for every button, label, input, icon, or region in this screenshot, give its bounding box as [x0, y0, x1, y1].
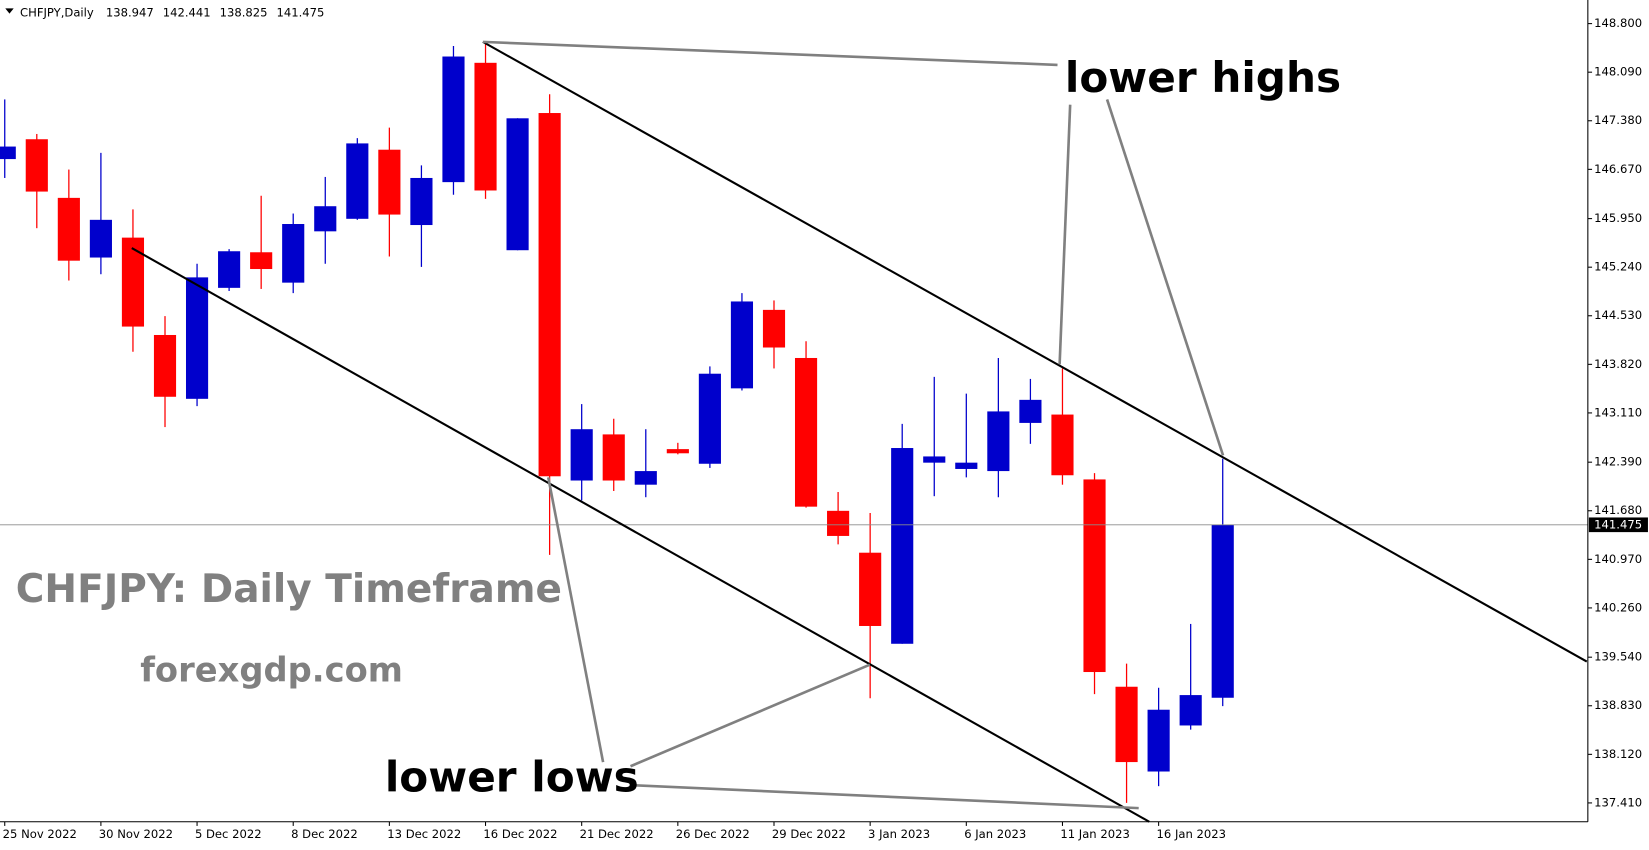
x-tick-label: 13 Dec 2022 [387, 827, 461, 841]
candle-body [923, 456, 946, 463]
candle-body [634, 471, 657, 485]
candle-body [378, 149, 401, 215]
x-tick-label: 6 Jan 2023 [964, 827, 1026, 841]
lower-channel-line [131, 247, 1150, 823]
pointer-lines [482, 40, 1225, 810]
candle-body [794, 357, 818, 507]
candle-body [1115, 686, 1138, 763]
header-high: 142.441 [163, 6, 211, 20]
x-tick-label: 8 Dec 2022 [291, 827, 358, 841]
candle-body [346, 143, 369, 219]
candle-body [602, 434, 625, 481]
pointer-line [1105, 99, 1225, 456]
y-tick-label: 148.090 [1594, 65, 1642, 79]
candle-body [1051, 414, 1074, 476]
candle-body [1019, 399, 1042, 423]
header-close: 141.475 [277, 6, 325, 20]
candle-body [442, 56, 465, 183]
chart-header: CHFJPY,Daily 138.947 142.441 138.825 141… [20, 6, 324, 20]
candle-body [506, 118, 529, 251]
y-tick-label: 146.670 [1594, 162, 1642, 176]
y-tick-label: 139.540 [1594, 650, 1642, 664]
y-tick-label: 143.110 [1594, 405, 1642, 419]
annotation: lower highs [1065, 53, 1341, 102]
y-tick-label: 143.820 [1594, 357, 1642, 371]
candle-body [282, 224, 305, 283]
y-tick-label: 137.410 [1594, 795, 1642, 809]
y-tick-label: 147.380 [1594, 113, 1642, 127]
pointer-line [1058, 104, 1072, 365]
price-tag [1588, 517, 1648, 533]
candle-body [891, 448, 914, 644]
y-tick-label: 145.240 [1594, 260, 1642, 274]
candle-body [827, 510, 850, 536]
candle-body [185, 277, 209, 399]
y-tick-label: 141.680 [1594, 503, 1642, 517]
y-tick-label: 138.830 [1594, 698, 1642, 712]
pointer-line [629, 663, 871, 768]
annotation: forexgdp.com [140, 651, 403, 690]
x-tick-label: 26 Dec 2022 [676, 827, 750, 841]
x-tick-label: 25 Nov 2022 [3, 827, 77, 841]
candle-body [1211, 524, 1234, 698]
y-tick-label: 140.970 [1594, 552, 1642, 566]
candle-body [698, 373, 721, 464]
candle-body [474, 62, 497, 191]
overlay [131, 40, 1588, 823]
y-tick-label: 145.950 [1594, 211, 1642, 225]
candle-body [218, 251, 241, 288]
y-tick-label: 138.120 [1594, 747, 1642, 761]
candle-body [410, 177, 433, 226]
candle-body [25, 139, 48, 192]
candle-body [570, 429, 593, 481]
candle-body [57, 197, 80, 261]
candle-body [314, 206, 337, 232]
upper-channel-line [482, 40, 1588, 663]
candle-body [538, 113, 561, 477]
x-tick-label: 16 Jan 2023 [1157, 827, 1226, 841]
pointer-line [482, 40, 1058, 67]
y-tick-label: 140.260 [1594, 600, 1642, 614]
x-tick-label: 30 Nov 2022 [99, 827, 173, 841]
symbol: CHFJPY,Daily [20, 6, 94, 20]
x-tick-label: 29 Dec 2022 [772, 827, 846, 841]
x-tick-label: 21 Dec 2022 [580, 827, 654, 841]
y-tick-label: 144.530 [1594, 308, 1642, 322]
candle-body [153, 334, 177, 397]
y-tick-label: 142.390 [1594, 455, 1642, 469]
candle-body [1179, 695, 1202, 726]
x-tick-label: 5 Dec 2022 [195, 827, 262, 841]
candle-body [730, 301, 754, 389]
candle-body [89, 219, 112, 258]
candle-body [666, 449, 689, 454]
annotation: CHFJPY: Daily Timeframe [16, 567, 562, 612]
candle-body [859, 552, 882, 626]
candle-body [1083, 479, 1106, 673]
header-open: 138.947 [106, 6, 154, 20]
candle-body [987, 411, 1010, 472]
x-tick-label: 16 Dec 2022 [483, 827, 557, 841]
candle-body [762, 309, 786, 348]
x-tick-label: 11 Jan 2023 [1060, 827, 1129, 841]
candle-body [250, 252, 273, 270]
x-tick-label: 3 Jan 2023 [868, 827, 930, 841]
menu-arrow[interactable] [5, 8, 14, 14]
candle-body [955, 462, 978, 469]
annotation: lower lows [385, 753, 639, 802]
candle-body [0, 146, 16, 160]
candle-body [121, 237, 145, 327]
header-low: 138.825 [220, 6, 268, 20]
pointer-line [546, 477, 605, 763]
price-tag-label: 141.475 [1594, 517, 1642, 531]
y-tick-label: 148.800 [1594, 16, 1642, 30]
pointer-line [630, 783, 1139, 810]
candle-body [1147, 709, 1170, 772]
